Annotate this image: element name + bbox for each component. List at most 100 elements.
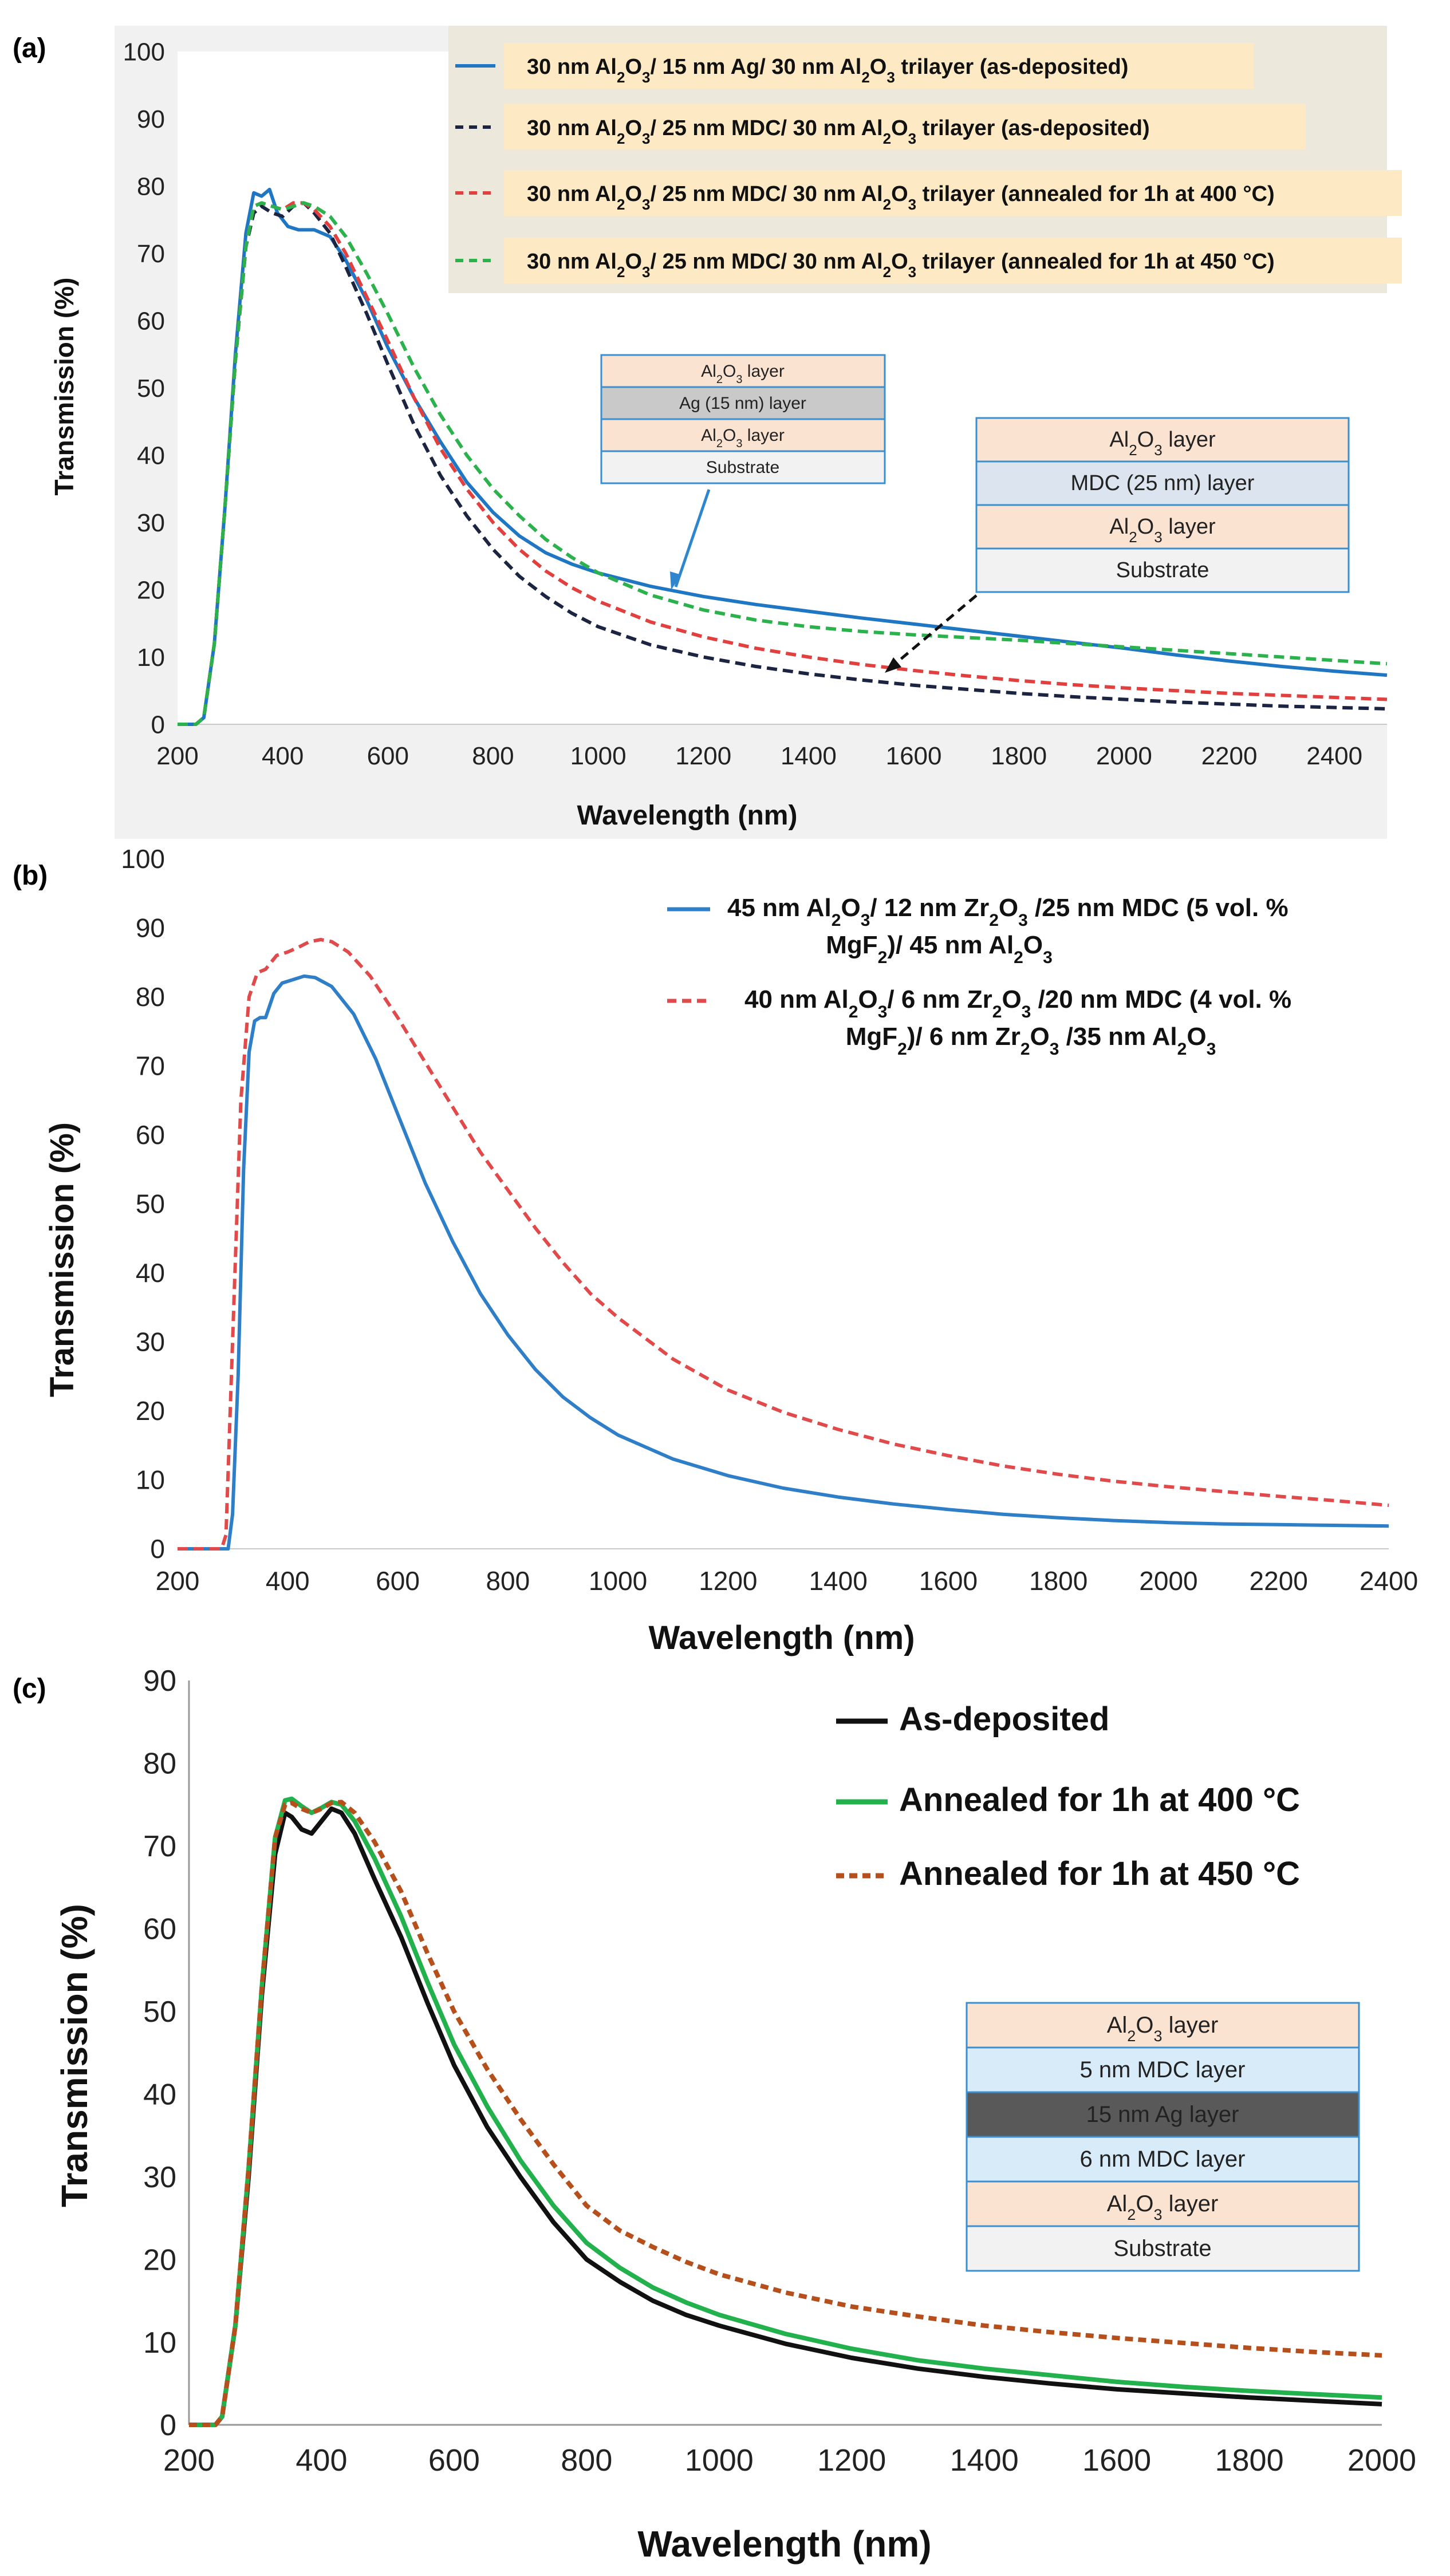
panel-a-y-tick-label: 80 (137, 172, 165, 200)
panel-c-x-tick-label: 800 (561, 2443, 612, 2478)
panel-a-inset-ag-layer (600, 418, 886, 452)
panel-c-x-tick-label: 200 (163, 2443, 215, 2478)
panel-a-y-tick-label: 20 (137, 576, 165, 604)
panel-b-x-tick-label: 2400 (1360, 1566, 1418, 1596)
panel-c-y-tick-label: 70 (143, 1830, 176, 1863)
panel-a-y-ticks: 0 10 20 30 40 50 60 70 80 90 100 (123, 38, 165, 739)
panel-a-inset-mdc-layer (975, 504, 1350, 550)
panel-a-inset-ag-layer-label: Ag (15 nm) layer (679, 394, 806, 413)
panel-b-y-tick-label: 60 (136, 1120, 165, 1150)
panel-a-inset-mdc-layer (975, 547, 1350, 593)
panel-c-x-tick-label: 600 (428, 2443, 480, 2478)
panel-b-x-tick-label: 1200 (699, 1566, 757, 1596)
panel-a-x-axis-title: Wavelength (nm) (577, 800, 798, 831)
panel-a-mdc-arrow (892, 594, 978, 666)
panel-c-label: (c) (13, 1674, 46, 1704)
panel-a-inset-mdc-stack: Al2O3 layer MDC (25 nm) layer Al2O3 layer S… (975, 417, 1350, 593)
panel-a-y-tick-label: 70 (137, 240, 165, 268)
panel-c-inset-layer (966, 2225, 1360, 2272)
panel-a-inset-ag-stack: Al2O3 layer Ag (15 nm) layer Al2O3 layer Su… (600, 354, 886, 484)
panel-c-x-ticks: 200 400 600 800 1000 1200 1400 1600 1800 2000 (163, 2443, 1416, 2478)
panel-a-x-tick-label: 1000 (570, 742, 627, 770)
panel-a-y-tick-label: 100 (123, 38, 165, 66)
panel-c-legend-label-1: As-deposited (899, 1701, 1109, 1738)
panel-a-inset-mdc-layer-label: MDC (25 nm) layer (1071, 471, 1255, 495)
panel-a-inset-ag-layer (600, 450, 886, 484)
panel-b-x-tick-label: 2000 (1139, 1566, 1197, 1596)
panel-b-y-axis-title: Transmission (%) (44, 1122, 81, 1397)
panel-a-x-tick-label: 200 (156, 742, 198, 770)
panel-a-x-tick-label: 800 (472, 742, 514, 770)
panel-a-series (178, 187, 1388, 726)
panel-a-inset-mdc-layer-label: Substrate (1116, 558, 1209, 582)
panel-c-x-tick-label: 2000 (1347, 2443, 1416, 2478)
panel-a-legend-entry-bg (504, 170, 1402, 216)
panel-a-x-tick-label: 600 (367, 742, 409, 770)
panel-b-y-tick-label: 90 (136, 913, 165, 943)
panel-a-mdc-arrowhead (885, 657, 901, 673)
panel-c-x-tick-label: 1000 (685, 2443, 754, 2478)
panel-b-y-tick-label: 10 (136, 1465, 165, 1495)
panel-a-label: (a) (13, 33, 46, 64)
panel-b-series (178, 938, 1389, 1551)
panel-a-ag-arrow (674, 489, 711, 587)
panel-a-legend-entry-bg (504, 43, 1254, 89)
panel-c-inset-layer (966, 2180, 1360, 2227)
panel-c-x-tick-label: 1400 (950, 2443, 1019, 2478)
panel-c-legend-label-3: Annealed for 1h at 450 °C (899, 1855, 1300, 1892)
panel-a-inset-mdc-layer (975, 460, 1350, 506)
panel-b-series-line-1 (178, 974, 1389, 1551)
panel-c-inset-layer-stack: Al2O3 layer 5 nm MDC layer 15 nm Ag layer 6… (966, 2002, 1360, 2272)
panel-b-legend-label-1-line-1: 45 nm Al2O3/ 12 nm Zr2O3 /25 nm MDC (5 v… (727, 894, 1289, 930)
panel-b-x-tick-label: 600 (376, 1566, 420, 1596)
panel-a-x-tick-label: 2400 (1306, 742, 1362, 770)
panel-b-y-tick-label: 50 (136, 1189, 165, 1219)
panel-b-y-tick-label: 80 (136, 982, 165, 1012)
panel-a-series-line-2 (178, 201, 1388, 726)
panel-a-legend-label-1: 30 nm Al2O3/ 15 nm Ag/ 30 nm Al2O3 trila… (527, 55, 1128, 86)
panel-a-inset-mdc-layer (975, 417, 1350, 463)
panel-a-y-tick-label: 40 (137, 441, 165, 470)
panel-a-inset-ag-layer-label: Al2O3 layer (701, 362, 785, 386)
panel-c-y-tick-label: 40 (143, 2078, 176, 2111)
panel-c-series (189, 1796, 1382, 2427)
panel-b-chart: (b) 0 10 20 30 40 50 60 70 80 90 100 200 400 600 800 1… (13, 844, 1418, 1656)
panel-c-legend-label-2: Annealed for 1h at 400 °C (899, 1781, 1300, 1818)
panel-a-legend-entry-bg (504, 238, 1402, 283)
panel-a-inset-ag-layer-label: Al2O3 layer (701, 426, 785, 450)
panel-c-inset-layer-label: Substrate (1113, 2236, 1211, 2261)
panel-c-y-tick-label: 90 (143, 1664, 176, 1698)
panel-c-x-tick-label: 1200 (817, 2443, 886, 2478)
panel-a-inset-ag-layer-label: Substrate (706, 458, 779, 477)
panel-c-y-tick-label: 60 (143, 1913, 176, 1946)
panel-c-inset-layer-label: 6 nm MDC layer (1080, 2147, 1246, 2172)
panel-a-inset-mdc-layer-label: Al2O3 layer (1109, 428, 1216, 459)
panel-a-x-tick-label: 400 (262, 742, 304, 770)
panel-b-x-tick-label: 800 (486, 1566, 530, 1596)
panel-b-x-tick-label: 1800 (1029, 1566, 1088, 1596)
panel-b-x-tick-label: 2200 (1250, 1566, 1308, 1596)
panel-b-x-ticks: 200 400 600 800 1000 1200 1400 1600 1800 2000 2200… (156, 1566, 1419, 1596)
panel-b-label: (b) (13, 861, 48, 891)
panel-a-legend-entry-bg (504, 104, 1306, 150)
panel-a-inset-ag-layer (600, 354, 886, 388)
panel-b-legend-label-1-line-2: MgF2)/ 45 nm Al2O3 (826, 931, 1053, 967)
panel-c-inset-layer-label: 15 nm Ag layer (1086, 2102, 1239, 2127)
panel-a-x-ticks: 200 400 600 800 1000 1200 1400 1600 1800 2000 2200… (156, 742, 1362, 770)
panel-a-y-axis-title: Transmission (%) (49, 278, 79, 496)
panel-b-y-tick-label: 20 (136, 1396, 165, 1426)
panel-a-x-tick-label: 1400 (781, 742, 837, 770)
panel-b-legend-label-2-line-2: MgF2)/ 6 nm Zr2O3 /35 nm Al2O3 (846, 1023, 1216, 1059)
panel-b-x-tick-label: 200 (156, 1566, 200, 1596)
panel-b-y-ticks: 0 10 20 30 40 50 60 70 80 90 100 (121, 844, 165, 1564)
panel-c-inset-layer (966, 2046, 1360, 2093)
panel-a-x-tick-label: 1200 (675, 742, 731, 770)
panel-c-series-line-2 (189, 1796, 1382, 2427)
panel-b-y-tick-label: 30 (136, 1327, 165, 1357)
panel-c-y-tick-label: 20 (143, 2243, 176, 2277)
panel-c-x-axis-title: Wavelength (nm) (637, 2523, 931, 2565)
panel-a-ag-arrowhead (670, 571, 681, 590)
panel-a-legend-label-3: 30 nm Al2O3/ 25 nm MDC/ 30 nm Al2O3 tril… (527, 182, 1275, 213)
panel-c-y-tick-label: 0 (160, 2409, 176, 2442)
panel-c-y-tick-label: 30 (143, 2161, 176, 2194)
